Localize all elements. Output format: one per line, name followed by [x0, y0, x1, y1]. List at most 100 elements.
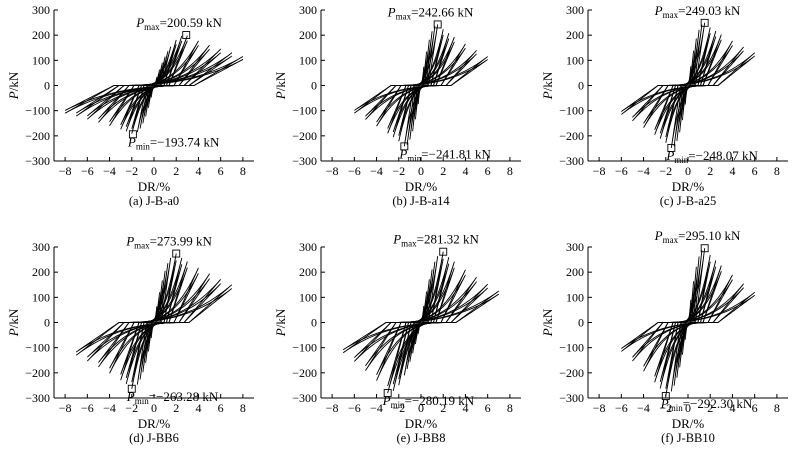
panel-caption: (d) J-BB6	[129, 431, 179, 445]
y-tick-label: −200	[25, 129, 50, 143]
hysteresis-curves	[64, 35, 244, 134]
x-tick-label: −6	[348, 164, 361, 178]
pmin-annotation: Pmin=−248.07 kN	[665, 148, 758, 165]
x-tick-label: −8	[326, 401, 339, 415]
x-tick-label: −2	[125, 164, 138, 178]
x-tick-label: −2	[392, 401, 405, 415]
y-tick-label: 200	[566, 28, 584, 42]
x-tick-label: 6	[752, 401, 758, 415]
x-tick-label: 0	[151, 164, 157, 178]
hysteresis-loop	[354, 59, 488, 111]
hysteresis-curves	[342, 251, 500, 394]
hysteresis-loop	[75, 288, 233, 353]
y-tick-label: −200	[559, 129, 584, 143]
hysteresis-loop	[342, 293, 500, 351]
y-tick-label: −300	[292, 154, 317, 168]
x-tick-label: −4	[103, 401, 116, 415]
panel-caption: (f) J-BB10	[661, 431, 715, 445]
y-tick-label: −300	[25, 154, 50, 168]
y-tick-label: 0	[44, 316, 50, 330]
x-tick-label: −8	[593, 164, 606, 178]
pmax-annotation: Pmax=295.10 kN	[654, 228, 741, 245]
y-tick-label: −100	[25, 104, 50, 118]
hysteresis-curves	[621, 22, 755, 148]
x-tick-label: 8	[507, 164, 513, 178]
x-tick-label: 0	[418, 164, 424, 178]
valley-marker	[667, 143, 676, 152]
x-tick-label: −4	[103, 164, 116, 178]
chart-panel: 300 200 100 0 −100 −200 −300 −8 −6 −4 −2 0 2 4 6 8 P/kN D…	[540, 228, 788, 445]
peak-marker	[172, 249, 181, 258]
hysteresis-curves	[354, 24, 488, 147]
x-tick-label: −6	[615, 164, 628, 178]
y-tick-label: 0	[44, 79, 50, 93]
chart-panel: 300 200 100 0 −100 −200 −300 −8 −6 −4 −2 0 2 4 6 8 P/kN D…	[540, 3, 788, 208]
y-tick-label: 300	[299, 240, 317, 254]
y-tick-label: 100	[566, 290, 584, 304]
y-tick-label: −100	[292, 341, 317, 355]
chart-panel: 300 200 100 0 −100 −200 −300 −8 −6 −4 −2 0 2 4 6 8 P/kN D…	[6, 3, 254, 208]
x-tick-label: −2	[659, 164, 672, 178]
panel-caption: (b) J-B-a14	[392, 194, 450, 208]
y-axis-label: P/kN	[273, 71, 288, 100]
x-tick-label: −4	[637, 401, 650, 415]
pmax-annotation: Pmax=249.03 kN	[654, 3, 741, 20]
y-tick-label: −100	[292, 104, 317, 118]
pmax-annotation: Pmax=242.66 kN	[387, 4, 474, 21]
chart-panel: 300 200 100 0 −100 −200 −300 −8 −6 −4 −2 0 2 4 6 8 P/kN D…	[6, 234, 254, 445]
x-axis-label: DR/%	[405, 179, 438, 194]
y-axis-label: P/kN	[273, 308, 288, 337]
y-tick-label: −100	[559, 104, 584, 118]
x-tick-label: −6	[81, 164, 94, 178]
x-tick-label: −2	[659, 401, 672, 415]
valley-marker	[661, 392, 670, 401]
y-tick-label: −300	[25, 391, 50, 405]
y-tick-label: 0	[578, 316, 584, 330]
peak-marker	[700, 244, 709, 253]
x-tick-label: 0	[418, 401, 424, 415]
chart-panel: 300 200 100 0 −100 −200 −300 −8 −6 −4 −2 0 2 4 6 8 P/kN D…	[273, 3, 521, 208]
x-tick-label: −4	[637, 164, 650, 178]
x-axis-label: DR/%	[138, 179, 171, 194]
x-tick-label: 0	[151, 401, 157, 415]
pmax-annotation: Pmax=273.99 kN	[125, 234, 212, 251]
y-tick-label: −100	[559, 341, 584, 355]
y-axis-label: P/kN	[6, 308, 21, 337]
pmin-annotation: Pmin=−280.19 kN	[382, 393, 475, 410]
y-axis-label: P/kN	[540, 308, 555, 337]
x-tick-label: 2	[440, 401, 446, 415]
pmax-annotation: Pmax=200.59 kN	[135, 15, 222, 32]
y-tick-label: −200	[25, 366, 50, 380]
y-tick-label: −300	[292, 391, 317, 405]
y-tick-label: 0	[311, 316, 317, 330]
x-tick-label: 4	[462, 401, 468, 415]
y-tick-label: 300	[299, 3, 317, 17]
y-tick-label: 200	[299, 28, 317, 42]
peak-marker	[182, 31, 191, 39]
y-tick-label: −100	[25, 341, 50, 355]
y-tick-label: −200	[559, 366, 584, 380]
y-tick-label: 100	[566, 53, 584, 67]
y-tick-label: 100	[32, 290, 50, 304]
x-tick-label: −8	[59, 164, 72, 178]
x-axis-label: DR/%	[672, 179, 705, 194]
x-tick-label: −4	[370, 401, 383, 415]
hysteresis-loop	[64, 59, 244, 111]
x-tick-label: 8	[240, 164, 246, 178]
valley-marker	[400, 142, 409, 151]
pmin-annotation: Pmin=−292.30 kN	[660, 396, 753, 413]
y-tick-label: 200	[32, 265, 50, 279]
x-tick-label: 0	[685, 164, 691, 178]
y-tick-label: 100	[299, 290, 317, 304]
panel-caption: (a) J-B-a0	[129, 194, 179, 208]
valley-marker	[127, 384, 136, 393]
x-tick-label: 2	[173, 401, 179, 415]
pmax-annotation: Pmax=281.32 kN	[392, 232, 479, 249]
x-tick-label: −6	[348, 401, 361, 415]
x-tick-label: −8	[59, 401, 72, 415]
x-tick-label: 6	[218, 401, 224, 415]
y-axis-label: P/kN	[540, 71, 555, 100]
x-tick-label: −2	[125, 401, 138, 415]
chart-panel: 300 200 100 0 −100 −200 −300 −8 −6 −4 −2 0 2 4 6 8 P/kN D…	[273, 232, 521, 445]
peak-marker	[700, 18, 709, 27]
